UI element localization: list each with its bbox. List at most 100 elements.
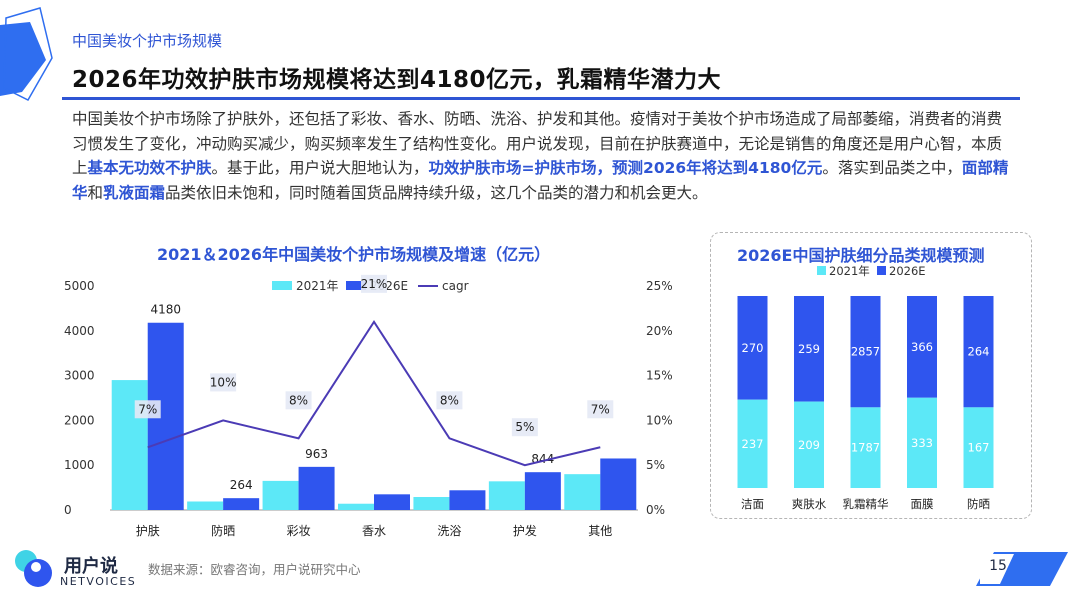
cagr-label-bg bbox=[511, 418, 538, 437]
y-tick-label: 5000 bbox=[64, 279, 95, 293]
cagr-value-label: 8% bbox=[440, 393, 459, 407]
x-tick-label: 洗浴 bbox=[437, 524, 461, 538]
cagr-value-label: 7% bbox=[591, 402, 610, 416]
x-tick-label: 防晒 bbox=[967, 497, 990, 511]
bar-2026-value-label: 963 bbox=[305, 447, 328, 461]
cagr-value-label: 7% bbox=[138, 402, 157, 416]
bar-2026-value-label: 264 bbox=[230, 478, 253, 492]
segment-value-2026: 2857 bbox=[851, 345, 880, 359]
y-tick-label: 0 bbox=[64, 503, 72, 517]
cagr-label-bg bbox=[134, 400, 161, 419]
cagr-value-label: 21% bbox=[361, 277, 388, 291]
cagr-label-bg bbox=[361, 274, 387, 293]
bar-2026 bbox=[298, 466, 335, 510]
stacked-bar-2026 bbox=[963, 296, 994, 408]
intro-text-5: 品类依旧未饱和，同时随着国货品牌持续升级，这几个品类的潜力和机会更大。 bbox=[165, 183, 708, 202]
chart2-title: 2026E中国护肤细分品类规模预测 bbox=[737, 246, 985, 265]
stacked-bar-2021 bbox=[850, 407, 881, 488]
x-tick-label: 其他 bbox=[588, 524, 612, 538]
legend-swatch-2021 bbox=[817, 266, 826, 275]
chart2-frame bbox=[710, 232, 1032, 519]
x-tick-label: 护肤 bbox=[136, 523, 160, 538]
intro-text-1: 中国美妆个护市场除了护肤外，还包括了彩妆、香水、防晒、洗浴、护发和其他。疫情对于… bbox=[72, 110, 1003, 177]
bar-2026-value-label: 4180 bbox=[150, 303, 181, 317]
intro-highlight-2: 功效护肤市场=护肤市场，预测2026年将达到4180亿元 bbox=[428, 159, 823, 177]
cagr-value-label: 8% bbox=[289, 393, 308, 407]
y-tick-label: 2000 bbox=[64, 413, 95, 427]
y2-tick-label: 0% bbox=[646, 503, 665, 517]
segment-value-2021: 209 bbox=[798, 438, 820, 452]
bar-2021 bbox=[262, 480, 299, 510]
intro-highlight-1: 基本无功效不护肤 bbox=[87, 159, 212, 177]
segment-value-2026: 264 bbox=[968, 345, 990, 359]
y2-tick-label: 5% bbox=[646, 458, 665, 472]
page-number: 15 bbox=[989, 558, 1007, 574]
segment-value-2021: 237 bbox=[742, 437, 764, 451]
bar-2026 bbox=[223, 498, 260, 510]
cagr-value-label: 5% bbox=[515, 420, 534, 434]
bar-2021 bbox=[111, 380, 148, 510]
stacked-bar-2021 bbox=[794, 401, 824, 488]
bar-2021 bbox=[488, 481, 525, 510]
bar-2026 bbox=[600, 458, 637, 510]
y-tick-label: 3000 bbox=[64, 369, 95, 383]
intro-text-2: 。基于此，用户说大胆地认为， bbox=[211, 159, 429, 177]
bar-2026 bbox=[449, 490, 486, 510]
stacked-bar-2026 bbox=[907, 296, 937, 398]
stacked-bar-2026 bbox=[794, 296, 824, 402]
x-tick-label: 爽肤水 bbox=[792, 497, 827, 511]
brand-subtitle: NETVOICES bbox=[60, 575, 137, 588]
y2-tick-label: 15% bbox=[646, 369, 673, 383]
chart1-title: 2021＆2026年中国美妆个护市场规模及增速（亿元） bbox=[157, 245, 551, 264]
legend-label-cagr: cagr bbox=[442, 279, 469, 293]
y2-tick-label: 25% bbox=[646, 279, 673, 293]
title-underline bbox=[62, 97, 1020, 100]
legend-swatch-2021 bbox=[272, 281, 292, 290]
x-tick-label: 防晒 bbox=[211, 523, 235, 538]
legend-label-2021: 2021年 bbox=[296, 279, 339, 293]
y2-tick-label: 10% bbox=[646, 413, 673, 427]
intro-text-3: 。落实到品类之中， bbox=[822, 159, 962, 177]
data-source: 数据来源：欧睿咨询，用户说研究中心 bbox=[148, 562, 361, 577]
cagr-line bbox=[147, 320, 601, 467]
cagr-label-bg bbox=[436, 391, 463, 410]
intro-text-4: 和 bbox=[87, 183, 104, 202]
legend-swatch-2026 bbox=[346, 281, 366, 290]
section-label: 中国美妆个护市场规模 bbox=[72, 32, 223, 50]
stacked-bar-2021 bbox=[737, 399, 768, 488]
legend-label-2026: 2026E bbox=[889, 264, 926, 278]
bar-2021 bbox=[187, 501, 224, 510]
x-tick-label: 香水 bbox=[362, 524, 386, 538]
corner-decoration bbox=[0, 7, 53, 101]
cagr-label-bg bbox=[587, 400, 614, 419]
intro-highlight-3: 面部精华 bbox=[72, 159, 1009, 202]
bar-2026 bbox=[374, 494, 410, 510]
y2-tick-label: 20% bbox=[646, 324, 673, 338]
segment-value-2021: 167 bbox=[968, 441, 990, 455]
cagr-value-label: 10% bbox=[210, 375, 237, 389]
y-tick-label: 4000 bbox=[64, 324, 95, 338]
segment-value-2026: 270 bbox=[742, 341, 764, 355]
segment-value-2026: 366 bbox=[911, 340, 933, 354]
x-tick-label: 面膜 bbox=[911, 497, 934, 511]
y-tick-label: 1000 bbox=[64, 458, 95, 472]
segment-value-2021: 333 bbox=[911, 436, 933, 450]
x-tick-label: 护发 bbox=[513, 523, 537, 538]
bar-2026 bbox=[524, 472, 561, 510]
bar-2021 bbox=[564, 474, 601, 510]
legend-label-2021: 2021年 bbox=[829, 264, 870, 278]
intro-paragraph: 中国美妆个护市场除了护肤外，还包括了彩妆、香水、防晒、洗浴、护发和其他。疫情对于… bbox=[72, 107, 1017, 205]
stacked-bar-2026 bbox=[737, 296, 768, 400]
intro-highlight-4: 乳液面霜 bbox=[103, 183, 166, 202]
market-size-chart: 2021年 2026E cagr0100020003000400050000%5%1… bbox=[64, 274, 673, 538]
page-headline: 2026年功效护肤市场规模将达到4180亿元，乳霜精华潜力大 bbox=[72, 67, 722, 93]
stacked-bar-2021 bbox=[907, 397, 937, 488]
bar-2021 bbox=[413, 497, 450, 510]
brand-logo bbox=[15, 550, 52, 587]
skincare-breakdown-chart: 2021年 2026E 270 237 洁面 259 209 爽肤水 2857 1787 乳霜精华 3… bbox=[737, 264, 994, 511]
page-badge bbox=[976, 552, 1068, 586]
segment-value-2021: 1787 bbox=[851, 441, 880, 455]
brand-name: 用户说 bbox=[64, 556, 118, 577]
x-tick-label: 彩妆 bbox=[287, 524, 311, 538]
stacked-bar-2026 bbox=[850, 296, 881, 408]
